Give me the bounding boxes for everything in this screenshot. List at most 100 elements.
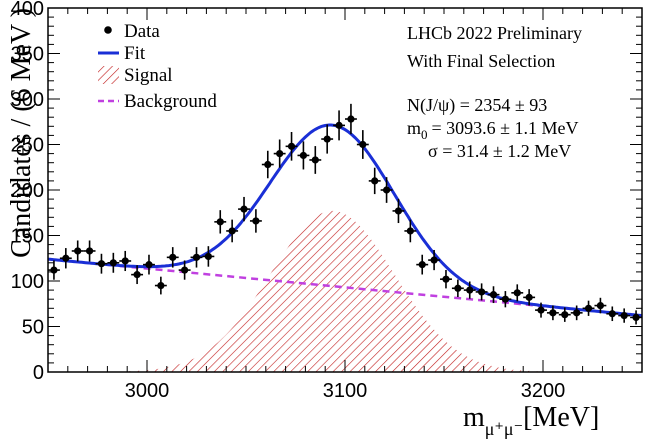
data-point	[71, 240, 84, 262]
data-point	[48, 260, 60, 280]
x-tick-label: 3200	[521, 380, 566, 402]
x-tick-label: 3100	[323, 380, 368, 402]
data-point	[368, 167, 381, 195]
data-marker	[240, 205, 248, 213]
data-point	[428, 249, 441, 271]
data-point	[214, 210, 227, 234]
mean-label: m0 = 3093.6 ± 1.1 MeV	[407, 118, 579, 142]
svg-text:Fit: Fit	[124, 43, 146, 64]
x-axis-label: mμ⁺μ⁻[MeV]	[463, 402, 599, 439]
svg-text:mμ⁺μ⁻[MeV]: mμ⁺μ⁻[MeV]	[463, 402, 599, 439]
data-point	[95, 253, 108, 274]
data-point	[535, 302, 547, 318]
legend-entry-background: Background	[98, 91, 217, 112]
data-point	[178, 260, 191, 280]
data-point	[131, 265, 144, 285]
data-point	[107, 252, 120, 273]
y-tick-label: 150	[11, 226, 44, 248]
legend-entry-fit: Fit	[98, 43, 146, 64]
data-point	[499, 291, 512, 308]
data-point	[166, 247, 179, 268]
legend-data-marker-icon	[104, 26, 112, 34]
data-marker	[264, 160, 272, 169]
data-point	[202, 246, 215, 267]
data-point	[416, 254, 429, 275]
data-point	[392, 198, 405, 224]
data-point	[226, 219, 239, 243]
y-tick-label: 300	[11, 89, 44, 111]
data-marker	[406, 227, 414, 235]
axis-tick-labels: 3000 3100 3200 0 50 100 150 200 250 300 350 400	[11, 0, 566, 402]
data-point	[594, 297, 607, 314]
data-point	[190, 247, 203, 268]
data-marker	[169, 253, 177, 261]
data-point	[463, 281, 476, 299]
data-marker	[596, 301, 605, 310]
data-marker	[584, 304, 593, 312]
svg-text:Signal: Signal	[124, 65, 173, 86]
data-point	[261, 150, 274, 179]
data-point	[356, 130, 369, 159]
data-marker	[287, 142, 296, 150]
data-marker	[454, 284, 462, 292]
y-tick-label: 0	[33, 362, 44, 384]
data-marker	[573, 309, 581, 317]
y-axis-label: Candidates / (6 MeV )	[6, 8, 37, 258]
data-marker	[549, 309, 557, 317]
data-marker	[192, 253, 201, 261]
data-marker	[478, 288, 486, 296]
legend-entry-data: Data	[104, 21, 160, 42]
data-marker	[347, 115, 355, 123]
data-point	[606, 306, 619, 322]
data-marker	[133, 271, 141, 279]
data-point	[249, 209, 262, 233]
data-marker	[74, 247, 82, 255]
legend-entry-signal: Signal	[98, 65, 173, 86]
width-label: σ = 31.4 ± 1.2 MeV	[428, 141, 571, 161]
y-tick-label: 50	[22, 317, 44, 339]
y-tick-label: 350	[11, 44, 44, 66]
data-marker	[323, 135, 331, 143]
data-point	[511, 284, 524, 302]
data-point	[618, 308, 631, 323]
legend: Data Fit Signal Background	[98, 21, 217, 112]
data-point	[309, 146, 322, 174]
data-point	[273, 139, 286, 168]
data-point	[404, 219, 417, 243]
y-tick-label: 100	[11, 271, 44, 293]
data-point	[558, 307, 571, 322]
data-point	[475, 283, 488, 301]
y-tick-label: 400	[11, 0, 44, 20]
data-marker	[430, 256, 438, 264]
data-point	[321, 124, 334, 154]
data-point	[238, 196, 250, 222]
data-marker	[311, 156, 319, 164]
data-marker	[382, 186, 391, 194]
data-marker	[513, 289, 521, 297]
data-point	[59, 248, 72, 269]
data-point	[119, 250, 132, 272]
data-marker	[418, 261, 426, 269]
data-marker	[442, 275, 450, 283]
data-point	[546, 305, 559, 321]
yield-label: N(J/ψ) = 2354 ± 93	[407, 95, 547, 116]
svg-text:Background: Background	[124, 91, 217, 112]
legend-signal-hatch-icon	[98, 66, 119, 84]
selection-label: With Final Selection	[407, 51, 555, 71]
data-marker	[608, 310, 616, 318]
data-point	[570, 305, 583, 321]
data-marker	[252, 217, 260, 225]
data-marker	[466, 286, 474, 294]
data-marker	[145, 261, 153, 269]
y-tick-label: 250	[11, 135, 44, 157]
data-marker	[537, 306, 545, 314]
data-marker	[62, 254, 70, 262]
data-point	[523, 289, 536, 306]
data-point	[285, 131, 298, 161]
data-marker	[85, 247, 94, 255]
data-marker	[359, 140, 367, 149]
svg-text:Data: Data	[124, 21, 160, 42]
axis-ticks	[47, 7, 643, 373]
data-point	[143, 254, 155, 275]
